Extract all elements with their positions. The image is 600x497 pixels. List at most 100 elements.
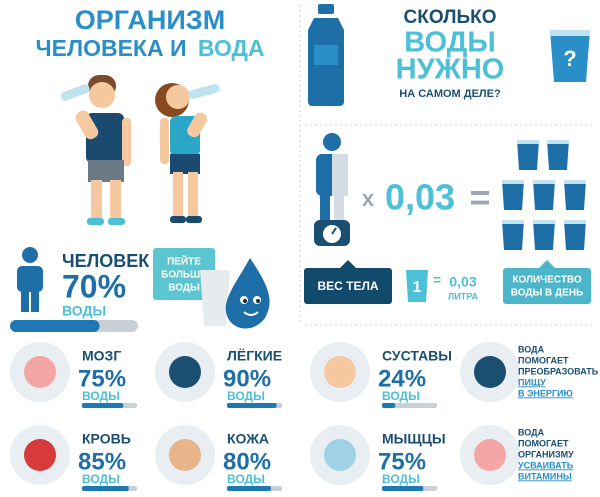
question-glass-icon xyxy=(550,30,590,82)
drop-character xyxy=(200,258,270,329)
legend-result-box xyxy=(503,260,591,304)
organ-icon xyxy=(169,356,201,388)
separator xyxy=(299,5,595,326)
drop-character xyxy=(243,299,247,303)
glass-rim xyxy=(502,220,524,224)
organ-icon xyxy=(24,356,56,388)
organ-name: МЫЩЦЫ xyxy=(382,431,446,447)
woman-illustration xyxy=(160,118,169,164)
organ-unit: ВОДЫ xyxy=(227,389,265,403)
fact-line: ПРЕОБРАЗОВАТЬ xyxy=(518,366,599,376)
man-illustration xyxy=(89,82,115,108)
question-line1: СКОЛЬКО xyxy=(404,7,497,28)
organ-unit: ВОДЫ xyxy=(82,472,120,486)
man-illustration xyxy=(122,118,131,166)
bubble-line: ПЕЙТЕ xyxy=(167,255,201,268)
man-illustration xyxy=(91,180,102,220)
title-line2a: ЧЕЛОВЕКА И xyxy=(35,35,186,61)
glass-rim xyxy=(517,140,539,144)
fact-icon xyxy=(474,356,506,388)
fact-line: ОРГАНИЗМУ xyxy=(518,449,574,459)
organ-name: КРОВЬ xyxy=(82,431,131,447)
fact-line: ВОДА xyxy=(518,344,545,354)
woman-illustration xyxy=(166,85,190,109)
fact-highlight: ПИЩУ xyxy=(518,377,546,387)
bar-track xyxy=(382,403,437,408)
woman-illustration xyxy=(170,154,200,174)
organ-icon xyxy=(24,439,56,471)
bubble-line: ВОДЫ xyxy=(168,283,200,294)
glass-rim xyxy=(533,180,555,184)
woman-illustration xyxy=(188,172,198,218)
organ-name: МОЗГ xyxy=(82,348,121,364)
drop-character xyxy=(200,270,230,326)
body-weight-icon xyxy=(334,194,344,224)
organ-name: ЛЁГКИЕ xyxy=(227,348,282,364)
woman-illustration xyxy=(188,83,220,100)
woman-illustration xyxy=(155,83,220,223)
body-weight-icon xyxy=(320,194,330,224)
title-line2b: ВОДА xyxy=(198,35,265,61)
legend-result-line: ВОДЫ В ДЕНЬ xyxy=(511,288,584,299)
organ-percent: 75% xyxy=(78,365,126,392)
organ-unit: ВОДЫ xyxy=(382,389,420,403)
bar-fill xyxy=(227,486,271,491)
organ-name: СУСТАВЫ xyxy=(382,348,452,364)
body-weight-icon xyxy=(314,133,350,246)
glass-icon xyxy=(502,180,524,210)
formula-factor: 0,03 xyxy=(385,177,455,218)
organ-unit: ВОДЫ xyxy=(227,472,265,486)
speech-bubble xyxy=(153,248,215,300)
human-label: ЧЕЛОВЕК xyxy=(62,251,150,271)
question-glass-mark: ? xyxy=(563,46,576,71)
glass-icon xyxy=(564,180,586,210)
fact-icon xyxy=(474,439,506,471)
human-percent: 70% xyxy=(62,268,126,304)
glass-rim xyxy=(564,220,586,224)
glass-icon xyxy=(502,220,524,250)
organ-unit: ВОДЫ xyxy=(82,389,120,403)
fact-line: ПОМОГАЕТ xyxy=(518,438,569,448)
formula-equals: = xyxy=(469,177,490,218)
legend-glass-equals: = xyxy=(433,272,441,288)
body-weight-icon xyxy=(323,133,341,151)
man-illustration xyxy=(88,160,124,182)
organs: МОЗГ75%ВОДЫЛЁГКИЕ90%ВОДЫСУСТАВЫ24%ВОДЫКР… xyxy=(10,342,452,491)
fact-highlight: УСВАИВАТЬ xyxy=(518,460,574,470)
title-line1: ОРГАНИЗМ xyxy=(75,5,225,35)
water-glasses xyxy=(502,140,586,250)
bottle-icon xyxy=(318,4,334,14)
question-line4: НА САМОМ ДЕЛЕ? xyxy=(399,88,501,100)
bar-fill xyxy=(10,320,100,332)
man-illustration xyxy=(108,218,125,225)
organ-icon xyxy=(324,439,356,471)
human-unit: ВОДЫ xyxy=(62,303,106,319)
glass-icon xyxy=(533,220,555,250)
drop-character xyxy=(256,299,260,303)
legend-result-line: КОЛИЧЕСТВО xyxy=(512,275,582,286)
question-line3: НУЖНО xyxy=(396,54,505,86)
legend-glass-number: 1 xyxy=(413,279,422,296)
organ-icon xyxy=(324,356,356,388)
legend-result-box xyxy=(539,260,555,268)
organ-icon xyxy=(169,439,201,471)
organ-unit: ВОДЫ xyxy=(382,472,420,486)
bubble-line: БОЛЬШЕ xyxy=(161,270,207,281)
legend-weight-box xyxy=(304,260,392,304)
human-icon xyxy=(21,290,29,312)
organ-percent: 75% xyxy=(378,448,426,475)
bar-fill xyxy=(382,486,424,491)
woman-illustration xyxy=(187,112,208,138)
legend-glass-unit: ЛИТРА xyxy=(448,291,478,301)
glass-icon xyxy=(517,140,539,170)
legend-result-box xyxy=(503,268,591,304)
bar-fill xyxy=(82,403,124,408)
legend-weight-box xyxy=(304,268,392,304)
human-bar xyxy=(10,320,138,332)
glass-rim xyxy=(564,180,586,184)
organ-percent: 24% xyxy=(378,365,426,392)
legend-weight-box xyxy=(340,260,356,268)
human-icon xyxy=(31,290,39,312)
